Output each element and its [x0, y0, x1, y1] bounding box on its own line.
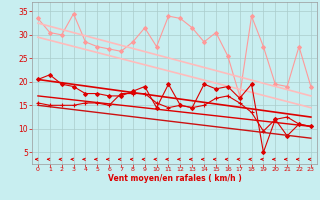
X-axis label: Vent moyen/en rafales ( km/h ): Vent moyen/en rafales ( km/h ) — [108, 174, 241, 183]
